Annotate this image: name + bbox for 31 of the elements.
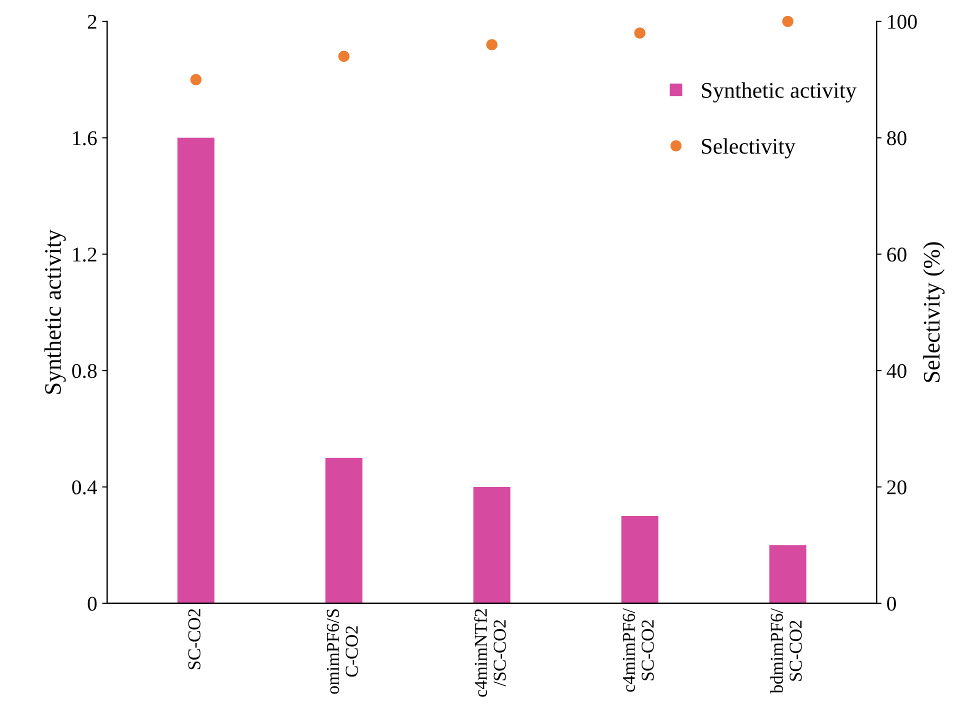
bar xyxy=(473,486,510,604)
point xyxy=(782,16,794,28)
bar xyxy=(769,545,806,604)
y-tick-label: 2 xyxy=(88,14,96,29)
bar xyxy=(177,138,214,604)
x-tick-label: SC-CO2 xyxy=(188,609,200,670)
point xyxy=(190,74,202,86)
legend-label: Selectivity xyxy=(702,138,796,158)
y2-tick-label: 20 xyxy=(887,480,906,494)
x-tick-label: c4mimNTf2 /SC-CO2 xyxy=(474,609,506,697)
y-tick-label: 1.2 xyxy=(73,248,96,262)
x-tick-label: c4mimPF6/ SC-CO2 xyxy=(622,608,654,692)
bar xyxy=(325,458,362,604)
y2-tick-label: 80 xyxy=(887,131,906,146)
point xyxy=(634,27,646,39)
y2-tick-label: 100 xyxy=(888,14,917,29)
y2-tick-label: 0 xyxy=(887,596,896,611)
y-tick-label: 0.8 xyxy=(72,364,97,378)
y2-axis-title: Selectivity (%) xyxy=(923,242,945,382)
y-tick-label: 0 xyxy=(88,596,97,611)
x-tick-label: bdmimPF6/ SC-CO2 xyxy=(770,608,802,694)
x-tick-label: omimPF6/S C-CO2 xyxy=(326,609,358,694)
point xyxy=(486,39,498,50)
y2-tick-label: 40 xyxy=(886,364,906,378)
y-tick-label: 0.4 xyxy=(72,480,98,494)
y-tick-label: 1.6 xyxy=(73,131,97,146)
point xyxy=(338,50,350,62)
y2-tick-label: 60 xyxy=(887,248,906,262)
y-axis-title: Synthetic activity xyxy=(44,230,66,394)
bar xyxy=(621,516,658,604)
legend-label: Synthetic activity xyxy=(702,82,857,103)
